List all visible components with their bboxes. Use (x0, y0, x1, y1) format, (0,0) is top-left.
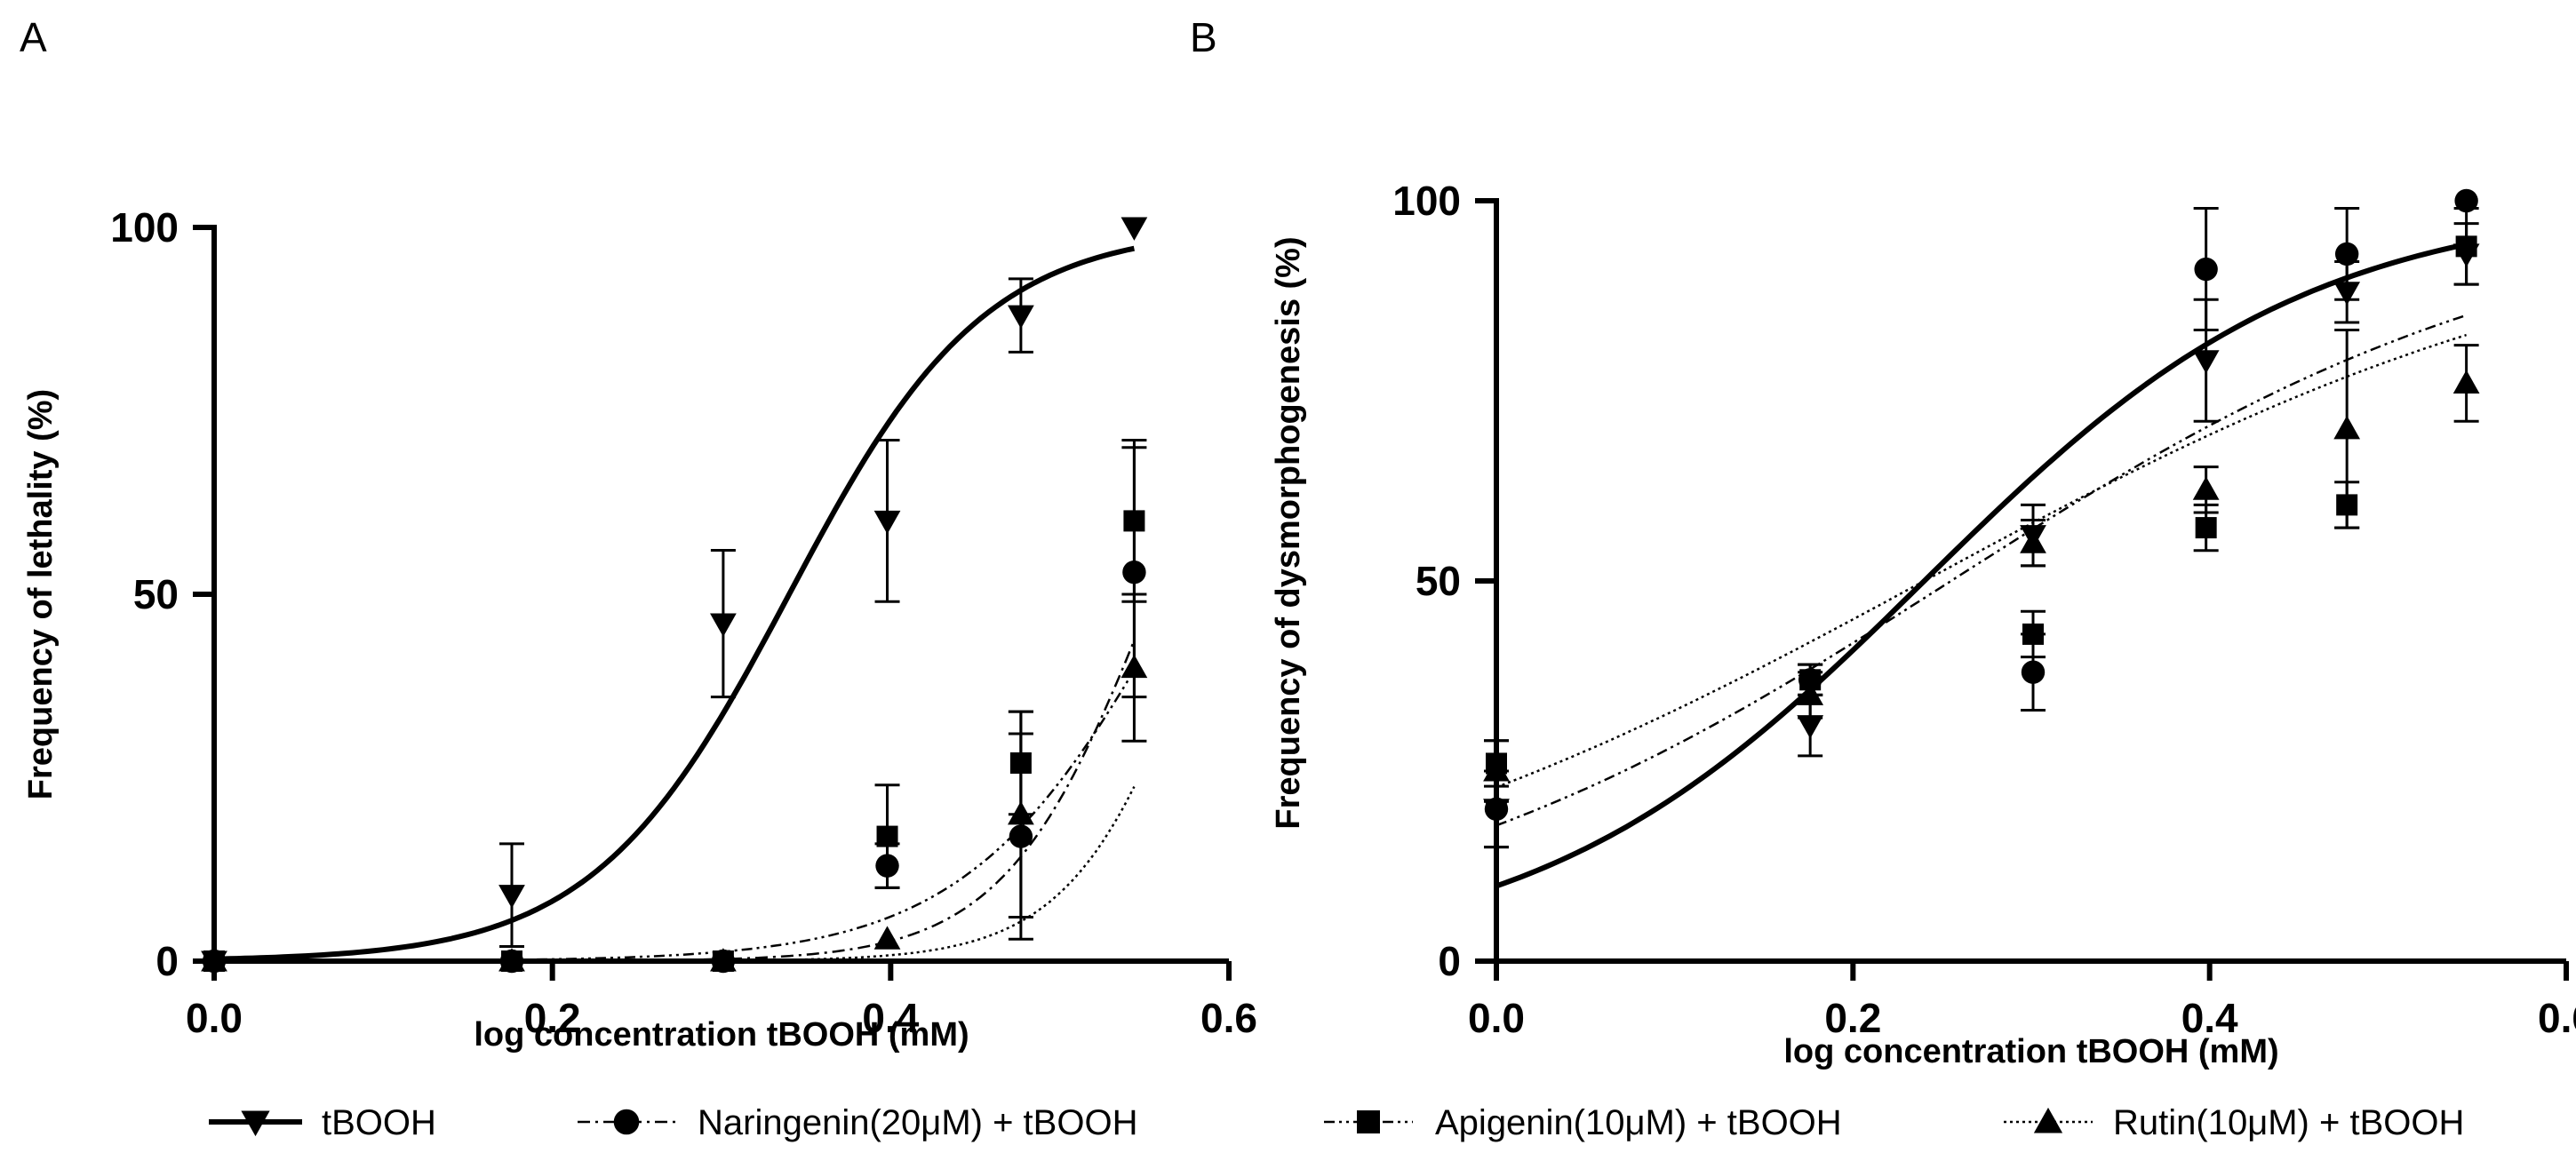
panel-a-fit-rutin-tbooh (214, 786, 1136, 963)
panel-b-fit-naringenin-tbooh (1495, 243, 2467, 887)
panel-b-point-naringenin-tbooh (2021, 660, 2046, 684)
panel-b-point-apigenin-tbooh (2455, 235, 2477, 258)
panel-a-fit-naringenin-tbooh (214, 640, 1136, 963)
panel-a-point-rutin-tbooh (1008, 800, 1034, 825)
panel-a-point-tbooh (498, 885, 525, 909)
panel-a-axes: 0.0 0.2 0.4 0.6 0 50 100 (110, 204, 1257, 1041)
panel-b-y-label: Frequency of dysmorphogenesis (%) (1270, 236, 1307, 829)
panel-a-y-tick-label: 100 (110, 204, 179, 250)
panel-a-point-apigenin-tbooh (1123, 510, 1145, 532)
legend-marker-apigenin-tbooh (1357, 1110, 1380, 1133)
panel-a-point-rutin-tbooh (710, 948, 737, 972)
panel-a-x-tick-label: 0.0 (186, 995, 243, 1041)
panel-a-point-rutin-tbooh (201, 948, 227, 972)
panel-a-x-tick-label: 0.2 (524, 995, 581, 1041)
panel-a-point-apigenin-tbooh (876, 825, 898, 847)
panel-a-fit-apigenin-tbooh (214, 669, 1136, 963)
panel-b-point-naringenin-tbooh (2454, 188, 2478, 213)
panel-b-x-tick-label: 0.6 (2538, 995, 2576, 1041)
panel-b-x-tick-label: 0.4 (2181, 995, 2238, 1041)
legend-marker-naringenin-tbooh (613, 1109, 640, 1135)
legend-symbol-rutin (2004, 1107, 2093, 1133)
panel-b-point-apigenin-tbooh (2195, 517, 2217, 539)
legend-item-naringenin: Naringenin(20μM) + tBOOH (578, 1103, 1137, 1142)
legend-item-tbooh: tBOOH (209, 1103, 436, 1142)
panel-b-point-rutin-tbooh (2192, 476, 2220, 500)
panel-b-point-rutin-tbooh (2333, 415, 2361, 440)
panel-b-point-tbooh (2192, 350, 2220, 374)
panel-b-point-rutin-tbooh (2452, 370, 2480, 394)
panel-a-plot (201, 217, 1148, 974)
panel-a-y-tick-label: 50 (133, 571, 179, 617)
panel-a-y-label: Frequency of lethality (%) (22, 389, 60, 799)
panel-b-point-rutin-tbooh (2020, 529, 2046, 553)
panel-b-axes: 0.0 0.2 0.4 0.6 0 50 100 (1392, 178, 2576, 1041)
panel-a-point-tbooh (1008, 305, 1034, 329)
panel-b-x-tick-label: 0.0 (1468, 995, 1525, 1041)
legend-marker-tbooh (241, 1110, 270, 1137)
legend-item-apigenin: Apigenin(10μM) + tBOOH (1324, 1103, 1842, 1142)
panel-b-y-tick-label: 0 (1438, 938, 1461, 984)
legend-label-apigenin: Apigenin(10μM) + tBOOH (1435, 1103, 1842, 1142)
panel-b-y-tick-label: 100 (1392, 178, 1461, 224)
panel-a-fit-tbooh (213, 245, 1136, 962)
panel-b-fit-rutin-tbooh (1495, 333, 2467, 789)
panel-a-y-tick-label: 0 (156, 938, 179, 984)
legend-symbol-apigenin (1324, 1110, 1413, 1133)
panel-a-point-tbooh (710, 613, 737, 637)
panel-a-point-rutin-tbooh (873, 926, 901, 950)
panel-a-x-tick-label: 0.6 (1200, 995, 1257, 1041)
legend: tBOOH Naringenin(20μM) + tBOOH Apigenin(… (209, 1103, 2464, 1142)
panel-b-fit-tbooh (1495, 242, 2468, 889)
legend-symbol-naringenin (578, 1109, 675, 1135)
panel-b-x-tick-label: 0.2 (1824, 995, 1881, 1041)
panel-b-point-rutin-tbooh (1797, 681, 1824, 705)
panel-a-point-rutin-tbooh (1121, 654, 1148, 679)
panel-a-letter: A (20, 14, 47, 60)
panel-a-x-tick-label: 0.4 (862, 995, 919, 1041)
panel-a-point-tbooh (1121, 217, 1148, 241)
legend-label-rutin: Rutin(10μM) + tBOOH (2113, 1103, 2464, 1142)
panel-a: A Frequency of lethality (%) log concent… (20, 14, 1257, 1054)
panel-a-point-rutin-tbooh (498, 948, 525, 972)
legend-label-naringenin: Naringenin(20μM) + tBOOH (698, 1103, 1137, 1142)
legend-label-tbooh: tBOOH (322, 1103, 436, 1142)
legend-marker-rutin-tbooh (2033, 1107, 2063, 1133)
panel-b-fit-apigenin-tbooh (1495, 314, 2467, 827)
panel-b-point-naringenin-tbooh (1484, 797, 1509, 821)
panel-b-x-label: log concentration tBOOH (mM) (1783, 1033, 2278, 1070)
panel-b-letter: B (1190, 14, 1217, 60)
legend-symbol-tbooh (209, 1110, 302, 1137)
panel-a-x-label: log concentration tBOOH (mM) (474, 1016, 969, 1054)
panel-b-point-tbooh (1797, 715, 1824, 739)
panel-b-point-apigenin-tbooh (2022, 623, 2045, 645)
legend-item-rutin: Rutin(10μM) + tBOOH (2004, 1103, 2464, 1142)
panel-b: B Frequency of dysmorphogenesis (%) log … (1190, 14, 2576, 1070)
panel-b-point-naringenin-tbooh (2334, 242, 2359, 266)
panel-b-point-rutin-tbooh (1483, 758, 1510, 782)
panel-b-plot (1483, 188, 2480, 889)
panel-b-y-tick-label: 50 (1416, 558, 1461, 604)
panel-b-point-naringenin-tbooh (2194, 257, 2218, 282)
panel-a-point-tbooh (873, 510, 901, 535)
